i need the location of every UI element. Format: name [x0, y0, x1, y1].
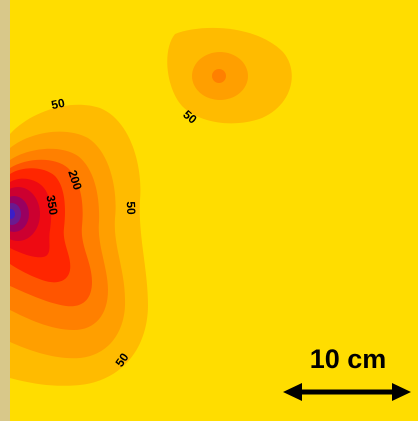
scale-bar: 10 cm	[283, 344, 411, 401]
scale-bar-label: 10 cm	[310, 344, 387, 374]
scale-bar-arrow-left	[283, 383, 302, 401]
scale-bar-arrow-right	[392, 383, 411, 401]
frame-left-strip-overlay	[0, 0, 10, 421]
contour-label-350: 350	[43, 194, 60, 216]
left-hotspot	[0, 104, 148, 386]
upper-right-hotspot	[167, 27, 292, 124]
contour-label-middle-right: 50	[124, 201, 138, 215]
hotspot-peak	[212, 69, 226, 83]
contour-label-200: 200	[65, 168, 85, 192]
contour-label-top-left: 50	[50, 96, 66, 113]
